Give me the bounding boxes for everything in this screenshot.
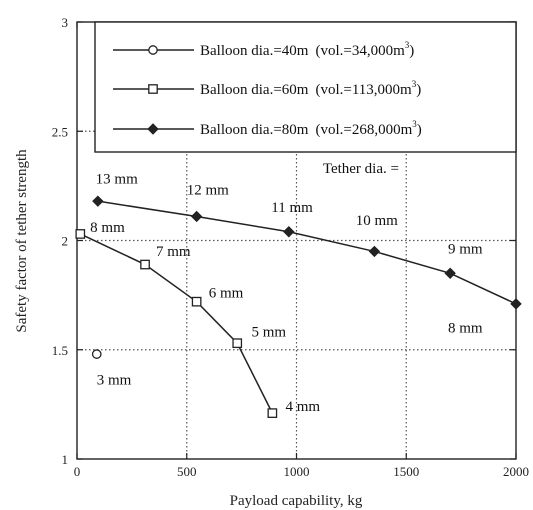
- x-axis-label: Payload capability, kg: [230, 493, 363, 509]
- y-tick-label: 1.5: [52, 343, 68, 358]
- legend-series-volume: (vol.=34,000m: [315, 43, 405, 59]
- legend-series-name: Balloon dia.=60m: [200, 82, 309, 98]
- y-axis-label: Safety factor of tether strength: [14, 149, 30, 333]
- annotation-label: 6 mm: [209, 285, 244, 301]
- legend-volume-close: ): [409, 43, 414, 59]
- x-tick-label: 1000: [284, 464, 310, 479]
- data-point: [192, 297, 200, 305]
- y-tick-label: 3: [62, 15, 69, 30]
- x-tick-label: 500: [177, 464, 197, 479]
- y-tick-label: 2.5: [52, 124, 68, 139]
- data-point: [233, 339, 241, 347]
- series-layer: [76, 196, 521, 417]
- x-tick-label: 0: [74, 464, 81, 479]
- annotation-label: 7 mm: [156, 244, 191, 260]
- annotation-label: Tether dia. =: [323, 161, 399, 177]
- annotation-label: 3 mm: [97, 373, 132, 389]
- legend-series-name: Balloon dia.=80m: [200, 122, 309, 138]
- legend-marker: [149, 46, 157, 54]
- data-point: [141, 260, 149, 268]
- data-point: [268, 409, 276, 417]
- series-1: [93, 350, 101, 358]
- annotation-label: 13 mm: [96, 172, 138, 188]
- x-tick-label: 2000: [503, 464, 529, 479]
- data-point: [192, 211, 202, 221]
- data-point: [284, 227, 294, 237]
- annotation-label: 12 mm: [187, 183, 229, 199]
- legend-series-name: Balloon dia.=40m: [200, 43, 309, 59]
- data-point: [369, 246, 379, 256]
- legend-entry: Balloon dia.=40m (vol.=34,000m3): [200, 40, 414, 59]
- data-point: [76, 230, 84, 238]
- data-point: [93, 196, 103, 206]
- legend-series-volume: (vol.=113,000m: [315, 82, 412, 98]
- y-tick-label: 1: [62, 452, 69, 467]
- annotation-label: 4 mm: [286, 399, 321, 415]
- legend-series-volume: (vol.=268,000m: [315, 122, 412, 138]
- data-point: [445, 268, 455, 278]
- legend-volume-close: ): [417, 122, 422, 138]
- annotation-label: 8 mm: [448, 320, 483, 336]
- annotation-label: 11 mm: [271, 200, 313, 216]
- annotations: Tether dia. = 13 mm 12 mm 11 mm 10 mm 9 mm 8 m…: [90, 161, 483, 415]
- data-point: [511, 299, 521, 309]
- annotation-label: 5 mm: [252, 325, 287, 341]
- legend-marker: [149, 85, 157, 93]
- legend-volume-close: ): [416, 82, 421, 98]
- annotation-label: 10 mm: [356, 213, 398, 229]
- y-tick-label: 2: [62, 234, 69, 249]
- annotation-label: 8 mm: [90, 220, 125, 236]
- annotation-label: 9 mm: [448, 242, 483, 258]
- x-tick-label: 1500: [393, 464, 419, 479]
- data-point: [93, 350, 101, 358]
- legend: Balloon dia.=40m (vol.=34,000m3)Balloon d…: [95, 22, 516, 152]
